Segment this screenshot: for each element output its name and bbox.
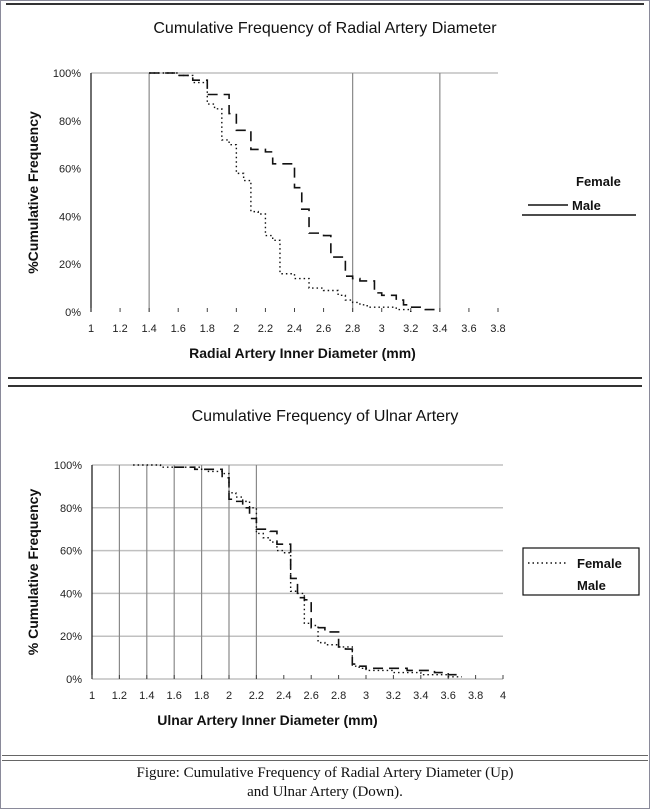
radial-chart-title: Cumulative Frequency of Radial Artery Di…	[153, 20, 497, 37]
radial-x-tick-label: 1	[88, 323, 94, 335]
ulnar-x-tick-label: 2.4	[276, 690, 291, 702]
radial-x-tick-label: 3.8	[490, 323, 505, 335]
ulnar-x-tick-label: 3.6	[441, 690, 456, 702]
radial-x-tick-label: 2	[233, 323, 239, 335]
ulnar-legend-female: Female	[577, 556, 622, 571]
caption-border-top	[2, 760, 648, 761]
ulnar-x-tick-label: 1	[89, 690, 95, 702]
ulnar-y-tick-label: 20%	[60, 631, 82, 643]
ulnar-x-tick-label: 1.8	[194, 690, 209, 702]
radial-series-male	[149, 72, 440, 311]
ulnar-x-tick-label: 3.4	[413, 690, 428, 702]
radial-x-tick-label: 3	[379, 323, 385, 335]
radial-x-axis-label: Radial Artery Inner Diameter (mm)	[189, 345, 416, 361]
ulnar-x-tick-label: 1.4	[139, 690, 154, 702]
radial-legend-male: Male	[572, 198, 601, 213]
ulnar-y-tick-label: 100%	[54, 460, 82, 472]
bottom-panel-border-top	[8, 385, 642, 387]
radial-y-tick-label: 100%	[53, 68, 81, 80]
figure-caption-line1: Figure: Cumulative Frequency of Radial A…	[136, 765, 514, 781]
radial-x-tick-label: 2.4	[287, 323, 302, 335]
ulnar-x-tick-label: 3.2	[386, 690, 401, 702]
figure-caption-line2: and Ulnar Artery (Down).	[247, 784, 403, 800]
ulnar-x-tick-label: 2	[226, 690, 232, 702]
ulnar-y-tick-label: 40%	[60, 588, 82, 600]
radial-x-tick-label: 3.6	[461, 323, 476, 335]
ulnar-chart-title: Cumulative Frequency of Ulnar Artery	[191, 408, 459, 425]
radial-legend-female: Female	[576, 174, 621, 189]
radial-y-axis-label: %Cumulative Frequency	[25, 111, 41, 274]
ulnar-x-tick-label: 3	[363, 690, 369, 702]
ulnar-x-tick-label: 4	[500, 690, 506, 702]
radial-x-tick-label: 2.6	[316, 323, 331, 335]
ulnar-x-tick-label: 2.2	[249, 690, 264, 702]
radial-x-tick-label: 3.4	[432, 323, 447, 335]
ulnar-y-axis-label: % Cumulative Frequency	[25, 489, 41, 656]
ulnar-y-tick-label: 80%	[60, 503, 82, 515]
ulnar-legend-male: Male	[577, 578, 606, 593]
ulnar-x-axis-label: Ulnar Artery Inner Diameter (mm)	[157, 712, 377, 728]
ulnar-x-tick-label: 2.6	[304, 690, 319, 702]
radial-y-tick-label: 0%	[65, 307, 81, 319]
ulnar-x-tick-label: 1.6	[167, 690, 182, 702]
radial-x-tick-label: 1.8	[200, 323, 215, 335]
ulnar-series-female	[133, 464, 462, 678]
ulnar-y-tick-label: 60%	[60, 546, 82, 558]
radial-y-tick-label: 60%	[59, 164, 81, 176]
radial-y-tick-label: 40%	[59, 211, 81, 223]
radial-series-female	[149, 72, 412, 312]
radial-x-tick-label: 1.2	[112, 323, 127, 335]
radial-x-tick-label: 1.4	[141, 323, 156, 335]
top-panel-border-top	[6, 3, 644, 5]
radial-x-tick-label: 3.2	[403, 323, 418, 335]
ulnar-chart: 0% 20% 40% 60% 80% 100% 1 1.2 1.4 1.6 1.8 2 2.2 2.4 2.…	[25, 460, 640, 728]
radial-y-tick-label: 80%	[59, 116, 81, 128]
radial-chart: 0% 20% 40% 60% 80% 100% 1 1.2 1.4 1.6 1.8 2 2.2 2.4 2.…	[25, 68, 636, 361]
ulnar-x-tick-label: 2.8	[331, 690, 346, 702]
radial-x-tick-label: 2.8	[345, 323, 360, 335]
ulnar-series-male	[174, 466, 462, 676]
ulnar-legend-box	[522, 547, 640, 596]
ulnar-x-tick-label: 1.2	[112, 690, 127, 702]
radial-x-tick-label: 2.2	[258, 323, 273, 335]
bottom-panel-border-bottom	[2, 755, 648, 756]
ulnar-y-tick-label: 0%	[66, 674, 82, 686]
radial-x-tick-label: 1.6	[171, 323, 186, 335]
ulnar-x-tick-label: 3.8	[468, 690, 483, 702]
radial-y-tick-label: 20%	[59, 259, 81, 271]
top-panel-border-bottom	[8, 377, 642, 379]
